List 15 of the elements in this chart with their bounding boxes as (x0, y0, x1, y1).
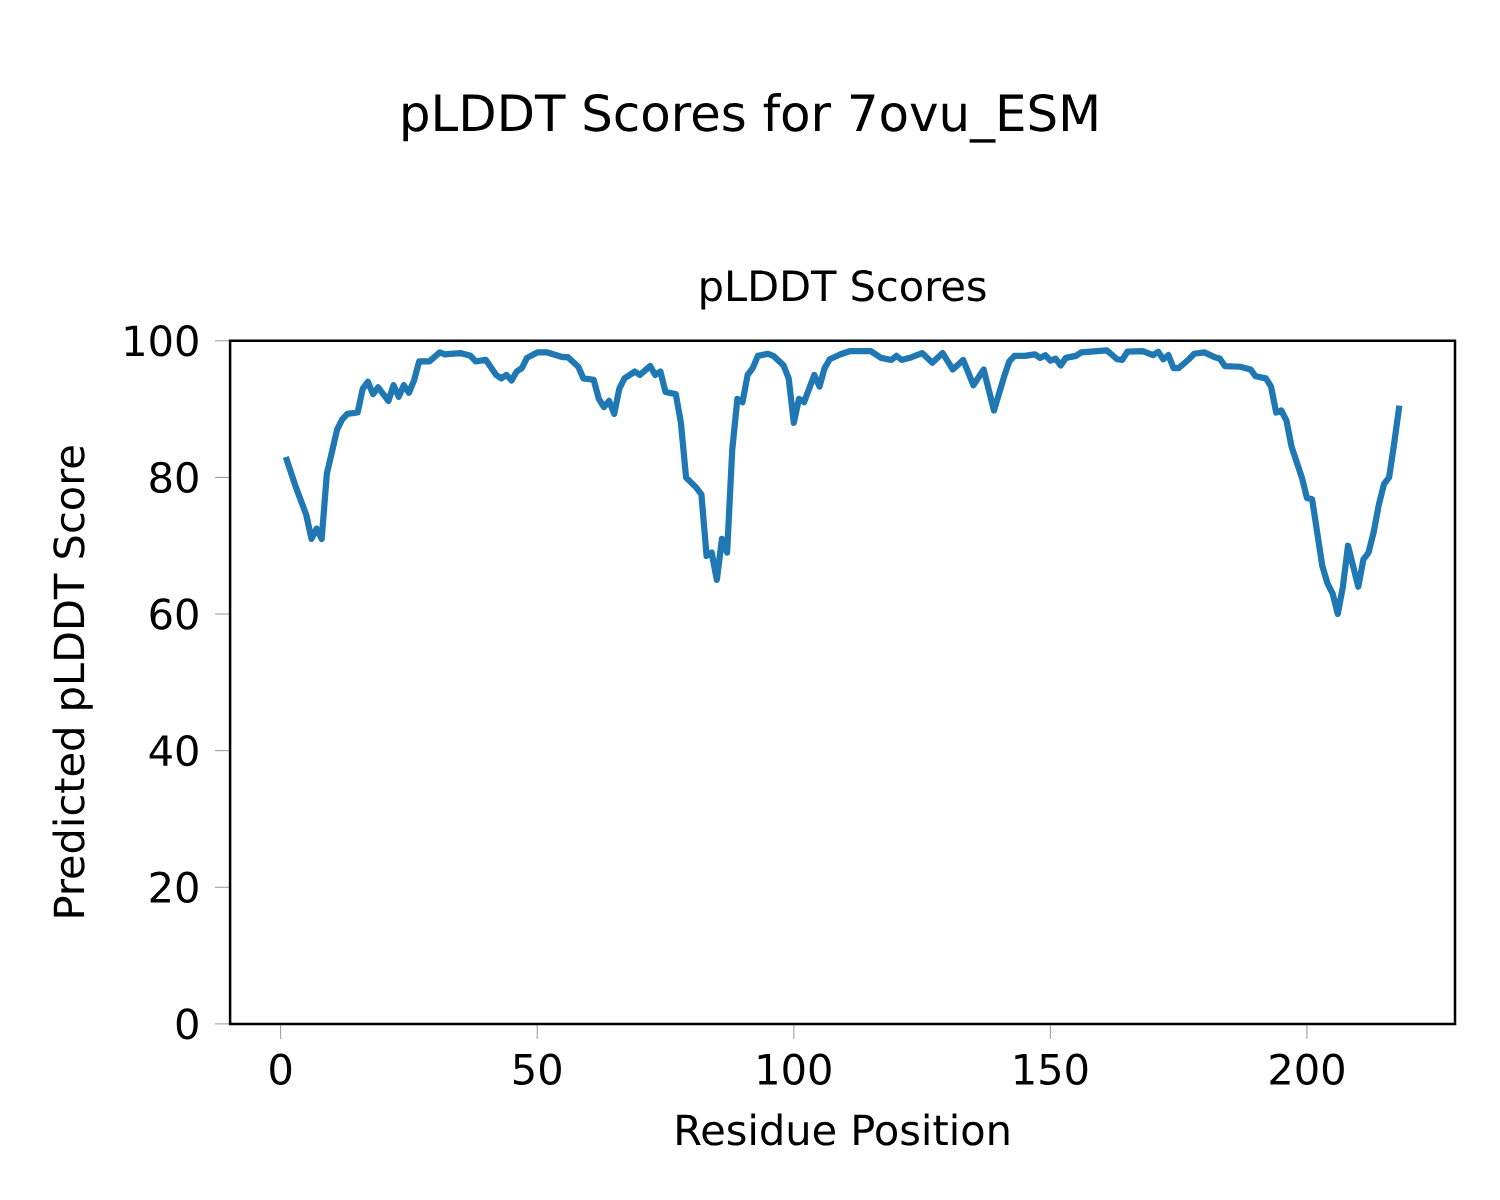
x-tick-label: 50 (514, 1053, 561, 1085)
x-tick-label: 100 (758, 1053, 831, 1085)
y-tick-label: 100 (125, 325, 198, 357)
y-tick-label: 60 (150, 598, 198, 630)
x-axis-title: Residue Position (677, 1113, 1009, 1146)
y-axis-title: Predicted pLDDT Score (52, 446, 93, 917)
chart-subtitle: pLDDT Scores (701, 270, 986, 310)
chart-title: pLDDT Scores for 7ovu_ESM (403, 93, 1097, 143)
x-tick-label: 150 (1015, 1053, 1088, 1085)
x-tick-label: 200 (1270, 1053, 1344, 1085)
y-tick-label: 40 (149, 734, 198, 767)
y-tick-label: 0 (176, 1008, 198, 1040)
x-tick-label: 0 (270, 1053, 292, 1085)
y-tick-label: 80 (150, 461, 198, 494)
y-tick-label: 20 (150, 871, 198, 903)
